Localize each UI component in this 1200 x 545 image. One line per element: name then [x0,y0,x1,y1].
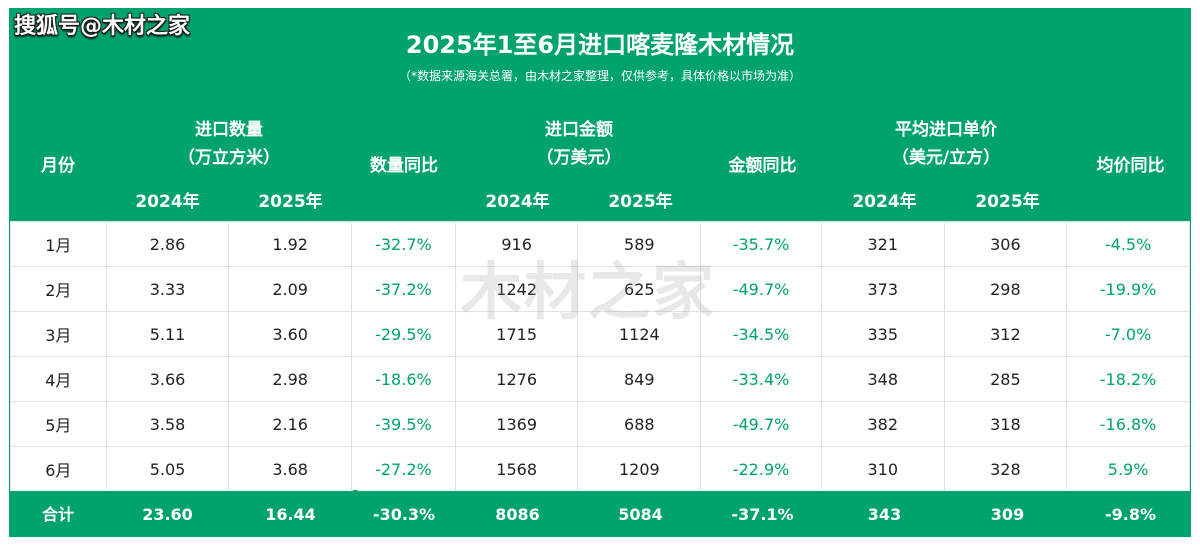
cell-price-yoy: -16.8% [1066,401,1190,447]
cell-price-yoy: 5.9% [1066,446,1190,492]
header-month: 月份 [41,156,75,176]
cell-price-2025: 312 [943,311,1068,357]
report-table: 2025年1至6月进口喀麦隆木材情况 （*数据来源海关总署，由木材之家整理，仅供… [9,8,1191,537]
table-row: 1月 2.86 1.92 -32.7% 916 589 -35.7% 321 306 -4.5% [10,221,1190,267]
cell-month: 3月 [10,311,107,357]
data-source-note: （*数据来源海关总署，由木材之家整理，仅供参考，具体价格以市场为准） [398,69,801,83]
cell-qty-2024: 5.05 [105,446,230,492]
cell-amt-2025: 625 [577,266,702,312]
cell-month: 5月 [10,401,107,447]
header-amt-2024: 2024年 [485,192,550,212]
cell-qty-2025: 3.68 [228,446,352,492]
cell-amt-2024: 1242 [454,266,579,312]
cell-amt-yoy: -34.5% [700,311,822,357]
header-qty-unit: （万立方米） [178,148,280,168]
cell-price-2024: 321 [820,221,945,267]
cell-amt-yoy: -33.4% [700,356,822,402]
cell-qty-yoy: -37.2% [351,266,456,312]
cell-qty-2024: 3.66 [105,356,230,402]
cell-amt-2024: 1276 [454,356,579,402]
cell-qty-2024: 5.11 [105,311,230,357]
total-amt-yoy: -37.1% [731,505,794,524]
cell-qty-yoy: -29.5% [351,311,456,357]
header-amt-group: 进口金额 [545,120,613,140]
cell-price-2025: 306 [943,221,1068,267]
cell-price-2025: 318 [943,401,1068,447]
total-qty-yoy: -30.3% [372,505,436,524]
total-row: 合计 23.60 16.44 -30.3% 8086 5084 -37.1% 3… [10,491,1190,536]
cell-price-yoy: -7.0% [1066,311,1190,357]
cell-amt-yoy: -49.7% [700,401,822,447]
cell-price-yoy: -18.2% [1066,356,1190,402]
cell-price-2025: 328 [943,446,1068,492]
cell-price-2025: 298 [943,266,1068,312]
table-row: 3月 5.11 3.60 -29.5% 1715 1124 -34.5% 335 312 -7.0… [10,311,1190,357]
header-qty-group: 进口数量 [195,120,263,140]
cell-amt-yoy: -49.7% [700,266,822,312]
table-row: 5月 3.58 2.16 -39.5% 1369 688 -49.7% 382 318 -16.8… [10,401,1190,447]
table-row: 4月 3.66 2.98 -18.6% 1276 849 -33.4% 348 285 -18.2… [10,356,1190,402]
cell-qty-yoy: -32.7% [351,221,456,267]
cell-qty-2025: 2.16 [228,401,352,447]
cell-amt-2025: 1209 [577,446,702,492]
total-price-2024: 343 [867,505,902,524]
total-qty-2024: 23.60 [142,505,193,524]
cell-qty-2025: 3.60 [228,311,352,357]
table-header: 2025年1至6月进口喀麦隆木材情况 （*数据来源海关总署，由木材之家整理，仅供… [10,9,1190,221]
header-price-yoy: 均价同比 [1096,156,1165,176]
cell-amt-2025: 589 [577,221,702,267]
table-row: 2月 3.33 2.09 -37.2% 1242 625 -49.7% 373 298 -19.9… [10,266,1190,312]
total-price-2025: 309 [990,505,1025,524]
cell-amt-2025: 849 [577,356,702,402]
cell-amt-2025: 1124 [577,311,702,357]
header-qty-2024: 2024年 [135,192,200,212]
header-qty-yoy: 数量同比 [370,156,438,176]
cell-price-2025: 285 [943,356,1068,402]
data-rows: 1月 2.86 1.92 -32.7% 916 589 -35.7% 321 306 -4.5% 2… [10,221,1190,492]
header-amt-2025: 2025年 [608,192,673,212]
page-title: 2025年1至6月进口喀麦隆木材情况 [405,31,795,59]
cell-price-2024: 373 [820,266,945,312]
cell-month: 4月 [10,356,107,402]
cell-price-2024: 348 [820,356,945,402]
table-row: 6月 5.05 3.68 -27.2% 1568 1209 -22.9% 310 328 5.9% [10,446,1190,492]
cell-amt-2025: 688 [577,401,702,447]
cell-price-yoy: -4.5% [1066,221,1190,267]
header-amt-unit: （万美元） [536,148,622,168]
total-qty-2025: 16.44 [265,505,316,524]
header-price-2024: 2024年 [852,192,917,212]
cell-qty-2025: 2.98 [228,356,352,402]
cell-amt-2024: 1568 [454,446,579,492]
cell-month: 1月 [10,221,107,267]
cell-qty-2024: 2.86 [105,221,230,267]
cell-qty-yoy: -27.2% [351,446,456,492]
header-price-group: 平均进口单价 [895,120,997,140]
cell-price-2024: 310 [820,446,945,492]
header-price-2025: 2025年 [975,192,1040,212]
cell-amt-yoy: -35.7% [700,221,822,267]
header-amt-yoy: 金额同比 [728,156,797,176]
sohu-watermark: 搜狐号@木材之家 [14,14,191,39]
cell-amt-2024: 916 [454,221,579,267]
cell-amt-2024: 1369 [454,401,579,447]
cell-amt-2024: 1715 [454,311,579,357]
cell-amt-yoy: -22.9% [700,446,822,492]
header-price-unit: （美元/立方） [891,148,1001,168]
total-amt-2024: 8086 [495,505,540,524]
total-price-yoy: -9.8% [1104,505,1156,524]
cell-price-2024: 335 [820,311,945,357]
cell-qty-2025: 1.92 [228,221,352,267]
cell-qty-yoy: -39.5% [351,401,456,447]
cell-price-2024: 382 [820,401,945,447]
cell-month: 6月 [10,446,107,492]
cell-price-yoy: -19.9% [1066,266,1190,312]
cell-qty-2024: 3.33 [105,266,230,312]
cell-qty-yoy: -18.6% [351,356,456,402]
cell-qty-2024: 3.58 [105,401,230,447]
total-amt-2025: 5084 [618,505,663,524]
cell-qty-2025: 2.09 [228,266,352,312]
cell-month: 2月 [10,266,107,312]
total-label: 合计 [41,505,74,524]
header-qty-2025: 2025年 [258,192,323,212]
